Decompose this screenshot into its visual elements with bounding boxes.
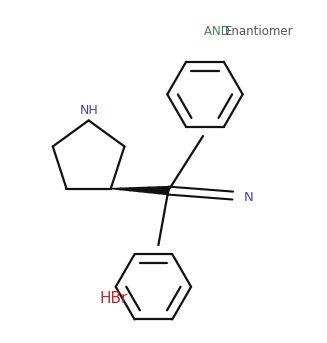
Polygon shape [111, 187, 168, 194]
Text: Enantiomer: Enantiomer [224, 25, 293, 38]
Text: N: N [244, 191, 253, 204]
Text: HBr: HBr [99, 292, 128, 306]
Text: NH: NH [79, 104, 98, 117]
Text: AND: AND [204, 25, 233, 38]
